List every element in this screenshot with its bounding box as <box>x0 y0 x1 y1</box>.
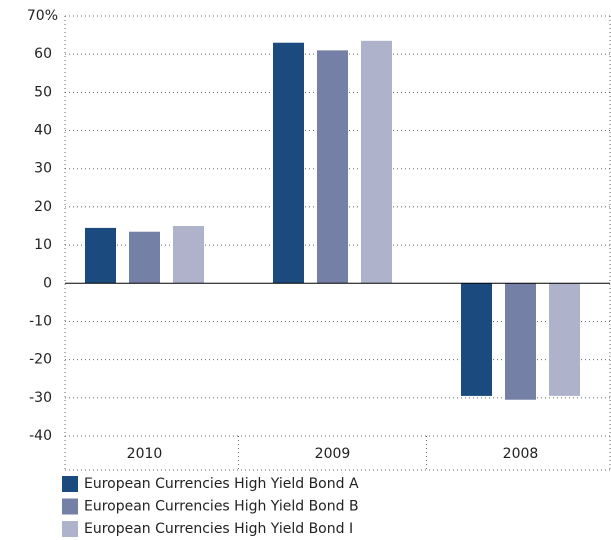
legend-label: European Currencies High Yield Bond A <box>84 476 359 492</box>
y-tick-label: -40 <box>29 428 52 444</box>
bar <box>173 226 204 284</box>
y-tick-label: 10 <box>34 237 52 253</box>
bar <box>85 227 116 284</box>
bar <box>129 231 160 284</box>
legend-label: European Currencies High Yield Bond I <box>84 521 353 537</box>
y-tick-label: -10 <box>29 313 52 329</box>
bar <box>461 283 492 396</box>
y-tick-label: 0 <box>43 275 52 291</box>
y-tick-label: 60 <box>34 46 52 62</box>
y-tick-label: 50 <box>34 84 52 100</box>
legend-swatch <box>62 476 78 492</box>
y-tick-label: 40 <box>34 123 52 139</box>
legend-swatch <box>62 498 78 515</box>
bar <box>549 283 580 396</box>
x-tick-label: 2010 <box>127 446 163 462</box>
y-tick-label: -30 <box>29 390 52 406</box>
x-tick-label: 2008 <box>503 446 539 462</box>
y-tick-label: -20 <box>29 352 52 368</box>
y-tick-label: 30 <box>34 161 52 177</box>
bar <box>505 283 536 400</box>
legend-label: European Currencies High Yield Bond B <box>84 499 359 515</box>
y-tick-label: 20 <box>34 199 52 215</box>
legend-swatch <box>62 521 78 537</box>
bar <box>273 42 304 284</box>
bar <box>361 40 392 284</box>
x-tick-label: 2009 <box>315 446 351 462</box>
bar <box>317 50 348 284</box>
y-tick-label: 70% <box>27 8 58 24</box>
